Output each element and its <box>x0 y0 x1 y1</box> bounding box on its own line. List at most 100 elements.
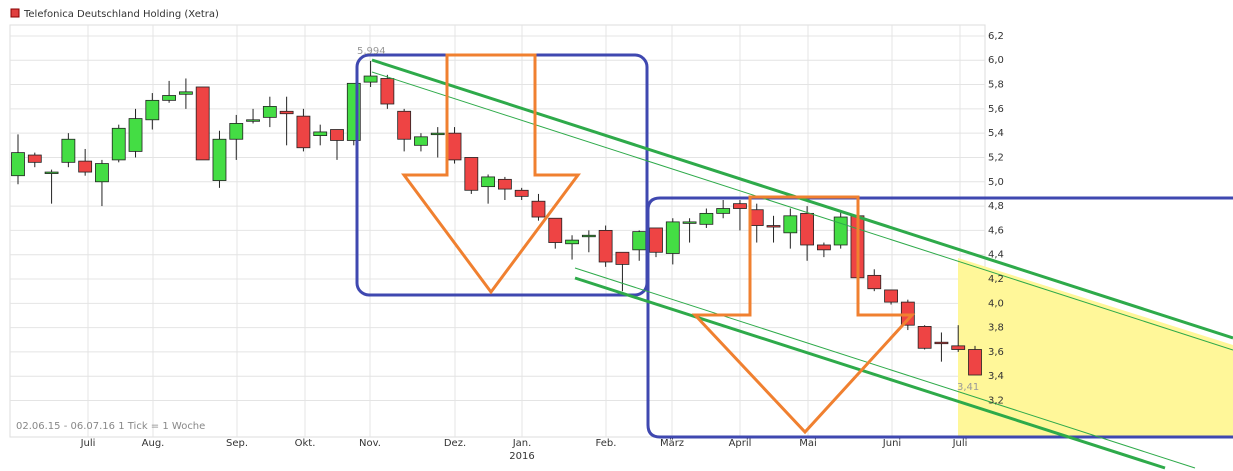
y-tick-label: 3,2 <box>988 396 1004 407</box>
candle-body <box>934 341 949 345</box>
candle-body <box>397 110 412 140</box>
y-tick-label: 3,8 <box>988 323 1004 334</box>
high-annotation: 5,994 <box>357 46 386 57</box>
x-tick-label: März <box>660 438 684 449</box>
title-icon <box>10 8 20 18</box>
y-tick-label: 5,0 <box>988 177 1004 188</box>
footnote: 02.06.15 - 06.07.16 1 Tick = 1 Woche <box>16 421 205 432</box>
low-annotation: 3,41 <box>957 382 979 393</box>
candle-body <box>296 115 311 149</box>
candle-body <box>800 212 815 246</box>
projection-area <box>958 258 1233 437</box>
candle-body <box>615 251 630 265</box>
candle-body <box>145 99 160 121</box>
y-tick-label: 6,2 <box>988 31 1004 42</box>
candle-body <box>27 154 42 163</box>
candle-body <box>464 157 479 191</box>
candle-body <box>95 163 109 183</box>
y-tick-label: 4,0 <box>988 298 1004 309</box>
candle-body <box>531 200 546 218</box>
candle-body <box>665 221 680 254</box>
x-tick-label: Mai <box>799 438 817 449</box>
candle-body <box>548 217 563 243</box>
x-tick-label: Jan. <box>512 438 532 449</box>
candle-body <box>212 138 227 181</box>
candle-body <box>632 231 647 251</box>
trend-line <box>371 71 1233 351</box>
candle-body <box>414 136 428 146</box>
candle-body <box>917 326 932 349</box>
candle-body <box>279 110 294 115</box>
candle-body <box>565 239 579 245</box>
candle-body <box>178 91 193 95</box>
candle-body <box>581 234 596 238</box>
candle-body <box>313 131 328 136</box>
candle-body <box>229 123 244 140</box>
candle-body <box>833 216 848 246</box>
trend-line <box>574 276 1166 470</box>
x-tick-label: Sep. <box>226 438 248 449</box>
candle-body <box>44 171 59 174</box>
candle-body <box>716 208 731 214</box>
y-tick-label: 4,8 <box>988 201 1004 212</box>
candle-body <box>766 225 781 228</box>
candle-body <box>783 215 798 234</box>
y-tick-label: 3,4 <box>988 371 1004 382</box>
candle-body <box>649 227 663 253</box>
trend-line <box>371 58 1233 340</box>
candle-body <box>699 212 714 225</box>
candle-body <box>246 119 260 122</box>
x-tick-label: Juli <box>80 438 96 449</box>
candle-body <box>951 345 966 350</box>
candle-body <box>363 75 378 83</box>
candle-body <box>162 95 177 101</box>
candle-body <box>430 132 445 136</box>
candle-body <box>78 160 93 173</box>
candle-body <box>447 132 462 161</box>
x-tick-label: April <box>729 438 752 449</box>
candle-body <box>816 244 831 251</box>
candle-body <box>195 86 210 161</box>
candle-body <box>481 176 496 188</box>
candle-body <box>884 289 898 303</box>
candle-body <box>262 106 277 118</box>
blue-box <box>646 196 1233 439</box>
candle-body <box>514 189 529 197</box>
y-tick-label: 5,2 <box>988 152 1004 163</box>
candle-body <box>598 229 613 263</box>
candle-body <box>733 203 747 209</box>
y-tick-label: 4,2 <box>988 274 1004 285</box>
y-tick-label: 6,0 <box>988 55 1004 66</box>
x-tick-label: Juli <box>952 438 968 449</box>
x-tick-label: Juni <box>882 438 901 449</box>
x-tick-label: Dez. <box>444 438 466 449</box>
candle-body <box>61 138 76 163</box>
candle-body <box>380 78 395 105</box>
down-arrow <box>401 53 581 295</box>
y-tick-label: 3,6 <box>988 347 1004 358</box>
x-tick-label: Okt. <box>295 438 316 449</box>
candle-body <box>682 221 697 224</box>
candle-body <box>330 129 344 141</box>
x-tick-label: Feb. <box>596 438 617 449</box>
candle-body <box>867 274 882 290</box>
y-tick-label: 5,6 <box>988 104 1004 115</box>
y-tick-label: 4,6 <box>988 225 1004 236</box>
x-tick-label: Aug. <box>142 438 165 449</box>
v-arrow <box>691 195 916 435</box>
candle-body <box>497 178 512 190</box>
chart-title: Telefonica Deutschland Holding (Xetra) <box>23 9 219 20</box>
y-tick-label: 5,8 <box>988 80 1004 91</box>
plot-frame <box>9 24 986 438</box>
x-sublabel: 2016 <box>509 451 534 462</box>
x-tick-label: Nov. <box>359 438 381 449</box>
y-tick-label: 5,4 <box>988 128 1004 139</box>
candle-body <box>11 152 25 177</box>
y-tick-label: 4,4 <box>988 250 1004 261</box>
annotations-drawing <box>355 53 1233 470</box>
trend-line <box>574 267 1196 469</box>
candle-body <box>749 209 764 226</box>
candle-body <box>968 349 982 376</box>
